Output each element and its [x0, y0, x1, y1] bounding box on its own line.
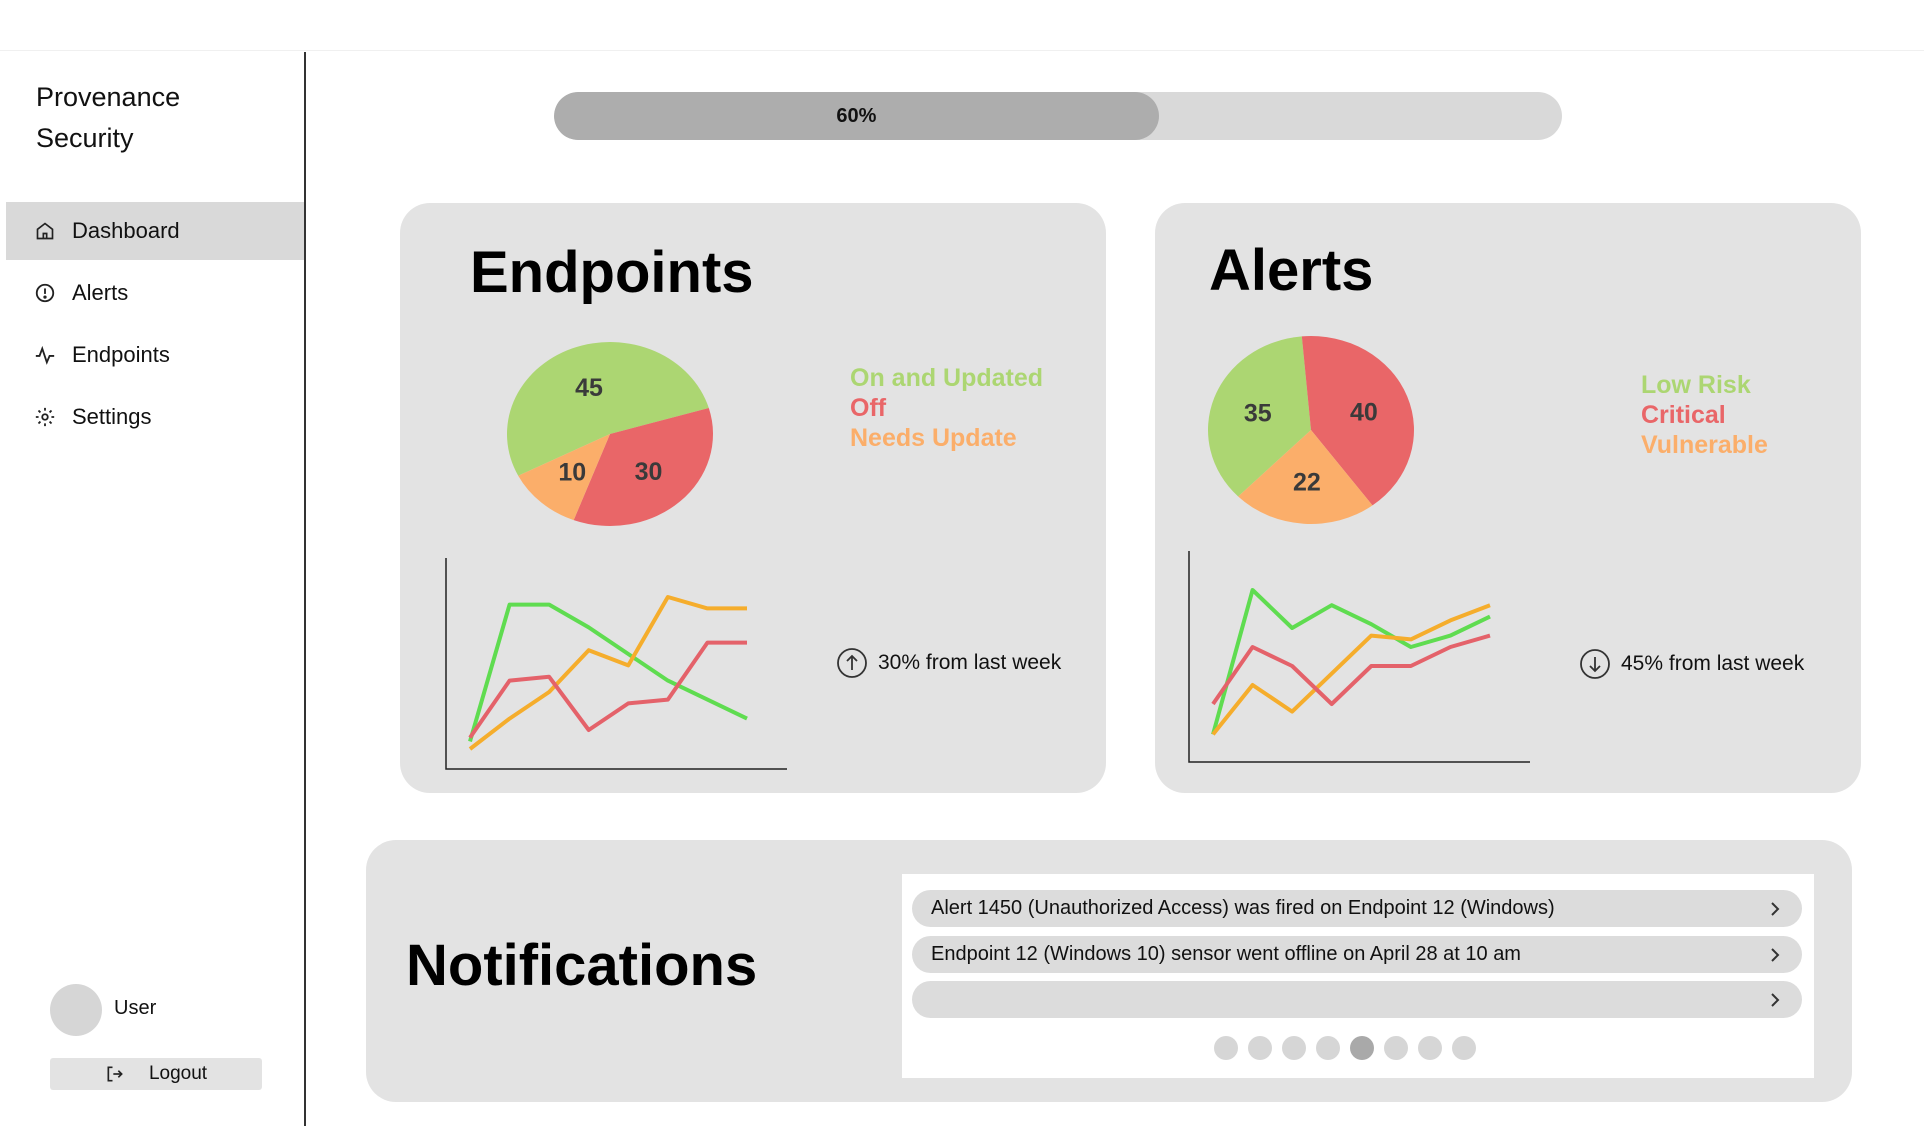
sidebar: Provenance Security Dashboard Alerts End… — [6, 52, 306, 1126]
chevron-right-icon — [1766, 900, 1784, 918]
endpoints-legend: On and Updated Off Needs Update — [850, 363, 1043, 453]
notification-text: Endpoint 12 (Windows 10) sensor went off… — [931, 943, 1521, 965]
alerts-legend: Low Risk Critical Vulnerable — [1641, 370, 1768, 460]
endpoints-pie-slice — [573, 408, 713, 526]
endpoints-pie-chart: 45 30 10 — [506, 341, 713, 526]
legend-low-risk: Low Risk — [1641, 371, 1751, 399]
legend-off: Off — [850, 394, 887, 422]
user-name: User — [114, 997, 157, 1019]
alerts-pie-value-label: 22 — [1293, 469, 1321, 497]
sidebar-item-label: Endpoints — [72, 342, 170, 367]
notifications-panel: Notifications Alert 1450 (Unauthorized A… — [366, 840, 1852, 1102]
endpoints-series-line — [468, 595, 747, 751]
alerts-series-line — [1211, 588, 1491, 735]
alerts-line-chart — [1188, 551, 1530, 763]
alerts-trend: 45% from last week — [1579, 648, 1804, 680]
endpoints-trend: 30% from last week — [836, 647, 1061, 679]
avatar[interactable] — [50, 984, 102, 1036]
alerts-axis — [1188, 551, 1530, 763]
sidebar-item-label: Dashboard — [72, 218, 180, 243]
sidebar-item-label: Alerts — [72, 280, 129, 305]
alerts-pie-value-label: 40 — [1350, 399, 1378, 427]
alerts-pie-slice — [1238, 430, 1373, 524]
chevron-right-icon — [1766, 991, 1784, 1009]
alerts-pie-slice — [1208, 336, 1311, 497]
pagination-dot[interactable] — [1316, 1036, 1340, 1060]
endpoints-series-line — [468, 640, 747, 739]
endpoints-title: Endpoints — [470, 240, 754, 305]
notification-item[interactable]: Endpoint 12 (Windows 10) sensor went off… — [912, 936, 1802, 973]
sidebar-item-label: Settings — [72, 404, 152, 429]
endpoints-pie-value-label: 10 — [558, 459, 586, 487]
pagination-dot[interactable] — [1452, 1036, 1476, 1060]
endpoints-pie-value-label: 45 — [575, 374, 603, 402]
pagination-dots — [1214, 1036, 1476, 1062]
alerts-card: Alerts 35 40 22 Low Risk Critical Vulnerab… — [1155, 203, 1861, 793]
brand-name: Provenance Security — [36, 82, 181, 153]
endpoints-pie-slice — [518, 434, 610, 521]
alerts-pie-chart: 35 40 22 — [1208, 336, 1414, 524]
pagination-dot[interactable] — [1248, 1036, 1272, 1060]
endpoints-axis — [445, 558, 787, 770]
alerts-trend-text: 45% from last week — [1621, 652, 1805, 675]
sidebar-item-alerts[interactable]: Alerts — [6, 264, 304, 322]
logout-label: Logout — [148, 1063, 208, 1084]
pagination-dot[interactable] — [1214, 1036, 1238, 1060]
gear-icon — [34, 406, 56, 428]
progress-bar: 60% — [554, 92, 1562, 140]
notification-text: Alert 1450 (Unauthorized Access) was fir… — [931, 897, 1555, 919]
pagination-dot[interactable] — [1282, 1036, 1306, 1060]
sidebar-item-endpoints[interactable]: Endpoints — [6, 326, 304, 384]
arrow-up-circle-icon — [836, 647, 868, 679]
alert-circle-icon — [34, 282, 56, 304]
pagination-dot[interactable] — [1384, 1036, 1408, 1060]
sidebar-item-settings[interactable]: Settings — [6, 388, 304, 446]
endpoints-pie-slice — [506, 341, 709, 476]
endpoints-series-line — [468, 602, 748, 742]
pagination-dot[interactable] — [1350, 1036, 1374, 1060]
notifications-list: Alert 1450 (Unauthorized Access) was fir… — [902, 874, 1814, 1078]
logout-button[interactable]: Logout — [50, 1058, 262, 1090]
endpoints-pie-value-label: 30 — [635, 458, 663, 486]
legend-critical: Critical — [1641, 401, 1726, 429]
legend-vulnerable: Vulnerable — [1641, 431, 1768, 459]
endpoints-line-chart — [445, 558, 787, 770]
endpoints-card: Endpoints 45 30 10 On and Updated Off Need… — [400, 203, 1106, 793]
notification-item[interactable] — [912, 981, 1802, 1018]
progress-fill — [554, 92, 1159, 140]
chevron-right-icon — [1766, 946, 1784, 964]
alerts-series-line — [1211, 603, 1491, 736]
activity-icon — [34, 344, 56, 366]
legend-needs-update: Needs Update — [850, 424, 1017, 452]
alerts-series-line — [1211, 633, 1491, 706]
alerts-title: Alerts — [1209, 238, 1374, 303]
notification-item[interactable]: Alert 1450 (Unauthorized Access) was fir… — [912, 890, 1802, 927]
endpoints-trend-text: 30% from last week — [878, 651, 1062, 674]
alerts-pie-slice — [1301, 336, 1414, 506]
arrow-down-circle-icon — [1579, 648, 1611, 680]
alerts-pie-value-label: 35 — [1244, 399, 1272, 427]
notifications-title: Notifications — [406, 933, 758, 998]
logout-icon — [105, 1064, 125, 1084]
legend-on-and-updated: On and Updated — [850, 364, 1044, 392]
top-bar — [0, 0, 1924, 51]
pagination-dot[interactable] — [1418, 1036, 1442, 1060]
sidebar-item-dashboard[interactable]: Dashboard — [6, 202, 304, 260]
home-icon — [34, 220, 56, 242]
progress-label: 60% — [836, 105, 877, 127]
